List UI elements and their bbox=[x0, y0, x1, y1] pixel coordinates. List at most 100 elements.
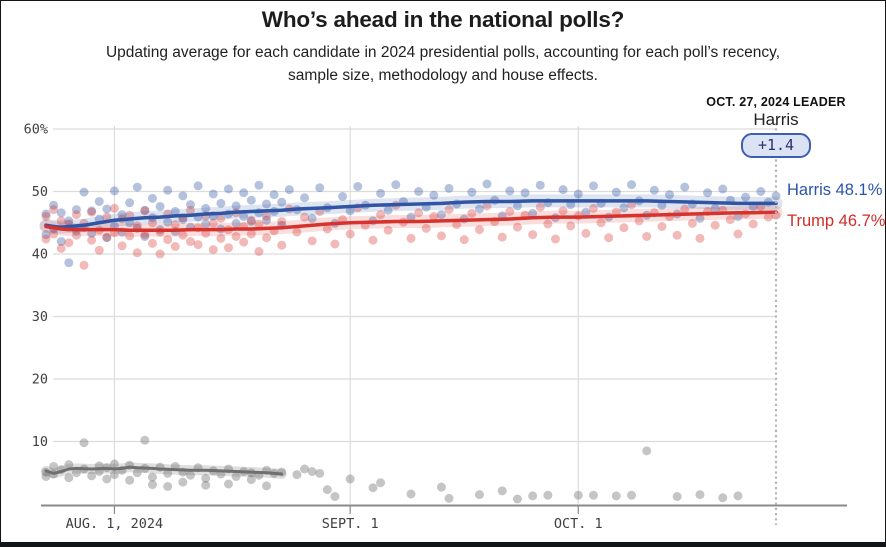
trump-poll-dot bbox=[505, 207, 515, 216]
y-axis-tick-label: 10 bbox=[32, 434, 48, 450]
gray-poll-dot bbox=[345, 474, 355, 484]
harris-poll-dot bbox=[269, 190, 279, 200]
trump-poll-dot bbox=[262, 212, 272, 221]
trump-poll-dot bbox=[467, 208, 477, 218]
trump-poll-dot bbox=[87, 207, 97, 217]
harris-poll-dot bbox=[125, 198, 135, 208]
trump-poll-dot bbox=[383, 225, 393, 235]
trump-poll-dot bbox=[125, 231, 135, 241]
trump-poll-dot bbox=[596, 218, 606, 228]
trump-poll-dot bbox=[550, 234, 560, 244]
trump-poll-dot bbox=[436, 231, 446, 241]
gray-poll-dot bbox=[109, 470, 119, 480]
gray-poll-dot bbox=[49, 462, 59, 471]
leader-date-label: OCT. 27, 2024 LEADER bbox=[706, 95, 846, 109]
trump-poll-dot bbox=[642, 232, 652, 241]
harris-poll-dot bbox=[155, 202, 165, 211]
trump-poll-dot bbox=[619, 223, 629, 233]
harris-poll-dot bbox=[102, 233, 112, 243]
gray-poll-dot bbox=[41, 472, 51, 481]
trump-poll-dot bbox=[497, 232, 507, 242]
y-axis-tick-label: 20 bbox=[32, 372, 48, 388]
harris-poll-dot bbox=[239, 188, 249, 198]
harris-poll-dot bbox=[224, 184, 233, 194]
harris-poll-dot bbox=[474, 204, 484, 214]
gray-poll-dot bbox=[733, 491, 743, 501]
trump-poll-dot bbox=[657, 222, 667, 231]
x-axis-tick-label: OCT. 1 bbox=[554, 516, 603, 532]
trump-poll-dot bbox=[224, 243, 233, 253]
harris-poll-dot bbox=[277, 197, 287, 207]
trump-poll-dot bbox=[345, 229, 355, 239]
bottom-divider-bar bbox=[1, 542, 885, 546]
harris-poll-dot bbox=[41, 209, 51, 219]
gray-poll-dot bbox=[322, 485, 332, 495]
harris-poll-dot bbox=[71, 205, 81, 215]
harris-poll-dot bbox=[619, 203, 629, 213]
trump-poll-dot bbox=[421, 223, 431, 233]
harris-poll-dot bbox=[208, 189, 218, 199]
harris-poll-dot bbox=[665, 190, 675, 200]
harris-poll-dot bbox=[680, 182, 690, 192]
gray-average-line bbox=[44, 465, 284, 476]
harris-poll-dot bbox=[56, 208, 66, 218]
trump-poll-dot bbox=[41, 234, 51, 244]
trump-poll-dot bbox=[216, 233, 226, 243]
trump-poll-dot bbox=[512, 222, 522, 232]
trump-poll-dot bbox=[56, 216, 66, 226]
subtitle-line-2: sample size, methodology and house effec… bbox=[288, 67, 598, 84]
trump-poll-dot bbox=[71, 210, 81, 220]
trump-poll-dot bbox=[193, 240, 203, 250]
trump-poll-dot bbox=[376, 210, 386, 220]
gray-poll-dot bbox=[672, 492, 682, 501]
harris-poll-dot bbox=[627, 180, 637, 190]
gray-poll-dot bbox=[376, 478, 386, 488]
trump-poll-dot bbox=[147, 238, 157, 248]
trump-poll-dot bbox=[482, 201, 492, 211]
harris-poll-dot bbox=[307, 213, 317, 223]
x-axis-tick-label: SEPT. 1 bbox=[322, 516, 379, 532]
trump-poll-dot bbox=[87, 235, 97, 245]
y-axis-tick-label: 50 bbox=[32, 184, 48, 200]
gray-poll-dot bbox=[406, 489, 416, 499]
harris-poll-dot bbox=[528, 208, 538, 218]
gray-poll-dot bbox=[246, 475, 256, 485]
trump-poll-dot bbox=[543, 219, 553, 229]
gray-poll-dot bbox=[444, 493, 454, 503]
gray-poll-dot bbox=[300, 464, 310, 474]
harris-poll-dot bbox=[140, 232, 150, 241]
gray-poll-dot bbox=[178, 477, 188, 487]
trump-poll-dot bbox=[535, 202, 545, 212]
gray-poll-dot bbox=[87, 471, 97, 481]
harris-poll-dot bbox=[284, 185, 294, 195]
harris-poll-dot bbox=[41, 230, 51, 240]
harris-poll-dot bbox=[444, 183, 454, 193]
harris-poll-dot bbox=[56, 237, 66, 246]
trump-poll-dot bbox=[170, 242, 180, 251]
trump-poll-dot bbox=[710, 220, 720, 230]
trump-poll-dot bbox=[140, 206, 150, 216]
trump-poll-dot bbox=[634, 216, 644, 226]
trump-poll-dot bbox=[277, 240, 287, 250]
trump-poll-dot bbox=[604, 233, 614, 243]
trump-poll-dot bbox=[109, 203, 119, 213]
leader-callout: OCT. 27, 2024 LEADER Harris +1.4 bbox=[663, 95, 885, 158]
gray-poll-dot bbox=[436, 482, 446, 492]
harris-poll-dot bbox=[117, 210, 127, 220]
harris-poll-dot bbox=[201, 203, 211, 213]
harris-poll-dot bbox=[589, 181, 598, 191]
gray-poll-dot bbox=[627, 490, 637, 500]
trump-poll-dot bbox=[208, 218, 218, 228]
trump-poll-dot bbox=[155, 249, 165, 259]
trump-poll-dot bbox=[300, 212, 310, 222]
gray-poll-dot bbox=[224, 479, 233, 489]
harris-poll-dot bbox=[338, 192, 348, 201]
trump-poll-dot bbox=[246, 229, 256, 239]
trump-poll-dot bbox=[49, 229, 59, 239]
trump-poll-dot bbox=[528, 230, 538, 240]
y-axis-tick-label: 30 bbox=[32, 309, 48, 325]
leader-name: Harris bbox=[753, 110, 799, 129]
gray-poll-dot bbox=[201, 473, 211, 483]
trump-poll-dot bbox=[322, 224, 332, 234]
harris-poll-dot bbox=[315, 183, 325, 193]
